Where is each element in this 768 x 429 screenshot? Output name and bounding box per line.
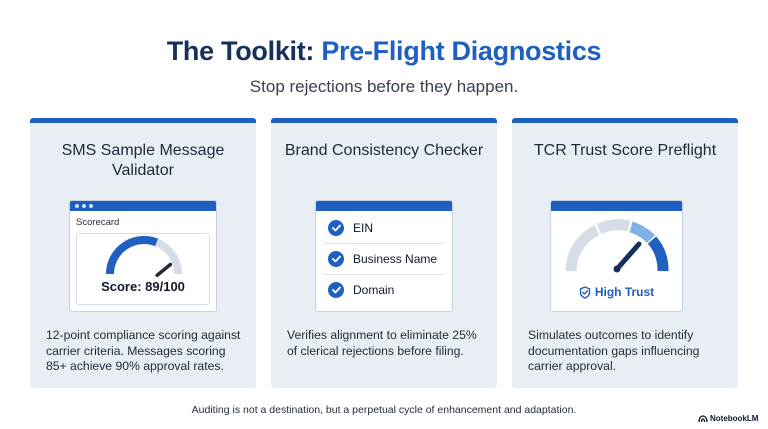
window-titlebar	[551, 201, 682, 211]
trust-status: High Trust	[551, 285, 682, 299]
divider	[324, 274, 444, 275]
check-item: EIN	[328, 218, 373, 238]
divider	[324, 243, 444, 244]
check-item: Business Name	[328, 249, 437, 269]
window-dot-icon	[75, 204, 79, 208]
window-dot-icon	[89, 204, 93, 208]
trust-gauge-icon	[565, 219, 669, 273]
checkmark-icon	[328, 282, 344, 298]
check-label: Domain	[353, 283, 395, 297]
window-titlebar	[70, 201, 216, 211]
brand-name: NotebookLM	[710, 414, 759, 423]
card-title: TCR Trust Score Preflight	[533, 142, 717, 159]
notebooklm-logo-icon	[698, 414, 708, 422]
scorecard-panel: Score: 89/100	[76, 233, 210, 305]
checkmark-icon	[328, 251, 344, 267]
page-title: The Toolkit: Pre-Flight Diagnostics	[0, 36, 768, 67]
check-item: Domain	[328, 280, 394, 300]
gauge-needle	[614, 241, 642, 272]
card-brand-checker: Brand Consistency Checker EIN Business N…	[271, 118, 497, 388]
card-tcr-trust: TCR Trust Score Preflight High Trust Sim…	[512, 118, 738, 388]
scorecard-label: Scorecard	[76, 217, 120, 228]
score-value: Score: 89/100	[101, 279, 185, 294]
checklist-window: EIN Business Name Domain	[315, 200, 453, 312]
trust-status-label: High Trust	[594, 285, 655, 299]
card-description: Simulates outcomes to identify documenta…	[528, 328, 700, 373]
score-gauge-icon	[106, 236, 182, 278]
card-description: 12-point compliance scoring against carr…	[46, 328, 241, 373]
window-titlebar	[316, 201, 452, 211]
window-dot-icon	[82, 204, 86, 208]
trust-window: High Trust	[550, 200, 683, 312]
brand-badge: NotebookLM	[698, 414, 758, 423]
page-subtitle: Stop rejections before they happen.	[249, 77, 519, 96]
card-title: SMS Sample Message Validator	[61, 142, 225, 179]
scorecard-window: Scorecard Score: 89/100	[69, 200, 217, 312]
card-description: Verifies alignment to eliminate 25% of c…	[287, 328, 477, 358]
checkmark-icon	[328, 220, 344, 236]
gauge-needle	[155, 262, 173, 278]
footer-caption: Auditing is not a destination, but a per…	[191, 404, 577, 416]
card-title: Brand Consistency Checker	[284, 142, 484, 159]
check-label: Business Name	[353, 252, 438, 266]
title-accent: Pre-Flight Diagnostics	[321, 36, 602, 66]
card-sms-validator: SMS Sample Message Validator Scorecard S…	[30, 118, 256, 388]
title-prefix: The Toolkit:	[166, 36, 322, 66]
check-label: EIN	[353, 221, 374, 235]
shield-check-icon	[579, 285, 591, 299]
